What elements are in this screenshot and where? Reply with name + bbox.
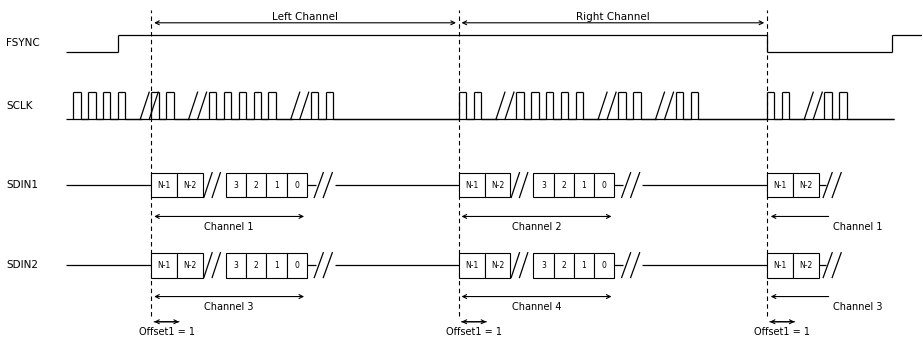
Bar xyxy=(459,253,485,278)
Text: 1: 1 xyxy=(274,261,279,270)
Bar xyxy=(151,253,177,278)
Bar xyxy=(246,253,267,278)
Text: 3: 3 xyxy=(234,181,238,190)
Bar xyxy=(226,253,246,278)
Text: 0: 0 xyxy=(602,181,606,190)
Text: N-2: N-2 xyxy=(184,261,197,270)
Bar xyxy=(485,173,510,197)
Text: 1: 1 xyxy=(274,181,279,190)
Text: N-2: N-2 xyxy=(184,181,197,190)
Text: 2: 2 xyxy=(254,181,258,190)
Text: SDIN2: SDIN2 xyxy=(6,260,38,270)
Text: Offset1 = 1: Offset1 = 1 xyxy=(138,327,195,337)
Text: 1: 1 xyxy=(581,261,586,270)
Text: 3: 3 xyxy=(541,261,545,270)
Bar xyxy=(485,253,510,278)
Bar xyxy=(554,173,574,197)
Text: 2: 2 xyxy=(561,181,566,190)
Text: N-1: N-1 xyxy=(465,261,478,270)
Text: Offset1 = 1: Offset1 = 1 xyxy=(754,327,810,337)
Text: 0: 0 xyxy=(602,261,606,270)
Text: Channel 4: Channel 4 xyxy=(511,302,561,312)
Bar xyxy=(594,173,615,197)
Text: Channel 3: Channel 3 xyxy=(204,302,254,312)
Text: N-2: N-2 xyxy=(491,181,504,190)
Bar xyxy=(574,173,594,197)
Text: Channel 3: Channel 3 xyxy=(833,302,882,312)
Text: 0: 0 xyxy=(294,261,299,270)
Text: N-2: N-2 xyxy=(799,261,812,270)
Text: 3: 3 xyxy=(234,261,238,270)
Text: 2: 2 xyxy=(254,261,258,270)
Text: Channel 2: Channel 2 xyxy=(511,222,561,232)
Bar xyxy=(287,253,307,278)
Bar xyxy=(767,253,793,278)
Bar xyxy=(554,253,574,278)
Bar xyxy=(594,253,615,278)
Text: N-2: N-2 xyxy=(799,181,812,190)
Bar xyxy=(793,173,819,197)
Bar xyxy=(177,173,203,197)
Bar xyxy=(226,173,246,197)
Bar xyxy=(533,173,554,197)
Text: 1: 1 xyxy=(581,181,586,190)
Bar xyxy=(267,253,287,278)
Text: SDIN1: SDIN1 xyxy=(6,180,38,190)
Text: N-1: N-1 xyxy=(773,181,786,190)
Bar xyxy=(177,253,203,278)
Bar xyxy=(767,173,793,197)
Text: Left Channel: Left Channel xyxy=(272,12,338,22)
Bar xyxy=(151,173,177,197)
Bar xyxy=(459,173,485,197)
Text: 0: 0 xyxy=(294,181,299,190)
Text: Channel 1: Channel 1 xyxy=(833,222,882,232)
Text: N-1: N-1 xyxy=(158,261,171,270)
Text: Channel 1: Channel 1 xyxy=(204,222,254,232)
Text: N-1: N-1 xyxy=(773,261,786,270)
Text: 3: 3 xyxy=(541,181,545,190)
Text: N-1: N-1 xyxy=(158,181,171,190)
Text: Offset1 = 1: Offset1 = 1 xyxy=(446,327,502,337)
Text: N-1: N-1 xyxy=(465,181,478,190)
Text: N-2: N-2 xyxy=(491,261,504,270)
Text: SCLK: SCLK xyxy=(6,101,32,111)
Bar xyxy=(267,173,287,197)
Bar xyxy=(533,253,554,278)
Text: Right Channel: Right Channel xyxy=(576,12,650,22)
Bar xyxy=(574,253,594,278)
Text: FSYNC: FSYNC xyxy=(6,38,40,48)
Bar xyxy=(287,173,307,197)
Text: 2: 2 xyxy=(561,261,566,270)
Bar xyxy=(793,253,819,278)
Bar xyxy=(246,173,267,197)
